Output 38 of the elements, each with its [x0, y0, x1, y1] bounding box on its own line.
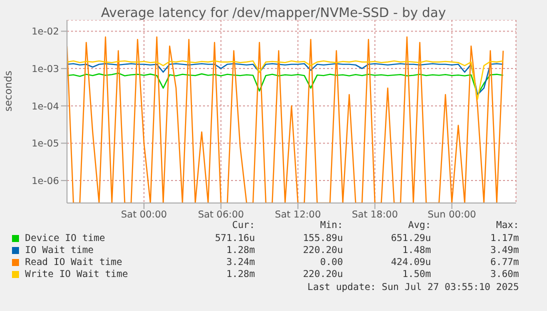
text: Last update: Sun Jul 27 03:55:10 2025: [306, 282, 519, 293]
line-series: [67, 36, 504, 203]
y-tick-label: 1e-03: [32, 64, 59, 75]
x-tick-label: Sat 00:00: [120, 210, 167, 221]
y-tick-label: 1e-02: [32, 26, 59, 38]
text: 1.28m: [225, 268, 255, 280]
text: 1.48m: [401, 244, 431, 256]
legend-label: Read IO Wait time: [25, 256, 122, 268]
text: 1.50m: [401, 268, 431, 280]
x-tick-label: Sat 06:00: [198, 210, 244, 221]
y-tick-label: 1e-04: [32, 101, 59, 112]
text: 3.49m: [489, 244, 519, 256]
text: 220.20u: [302, 244, 343, 256]
text: 220.20u: [302, 268, 343, 280]
text: 3.60m: [489, 268, 519, 280]
text: 571.16u: [214, 232, 255, 244]
text: 6.77m: [489, 256, 519, 268]
text: 3.24m: [225, 256, 255, 268]
legend-label: IO Wait time: [25, 244, 94, 256]
text: 1.17m: [489, 232, 519, 244]
chart-title: Average latency for /dev/mapper/NVMe-SSD - by day: [100, 6, 447, 21]
text: Min:: [319, 220, 343, 232]
y-tick-label: 1e-05: [32, 138, 59, 150]
text: 424.09u: [390, 256, 431, 268]
text: Max:: [495, 220, 519, 232]
legend-label: Write IO Wait time: [25, 268, 128, 280]
x-tick-label: Sat 12:00: [274, 210, 321, 221]
text: Avg:: [407, 220, 431, 232]
text: 155.89u: [302, 232, 343, 244]
text: Cur:: [231, 220, 255, 232]
y-axis-title: seconds: [4, 70, 15, 112]
legend-label: Device IO time: [25, 232, 106, 244]
text: 651.29u: [390, 232, 431, 244]
text: 0.00: [319, 256, 343, 268]
text: 1.28m: [225, 244, 255, 256]
x-tick-label: Sat 18:00: [352, 210, 398, 221]
y-tick-label: 1e-06: [32, 176, 59, 187]
x-tick-label: Sun 00:00: [428, 210, 476, 221]
